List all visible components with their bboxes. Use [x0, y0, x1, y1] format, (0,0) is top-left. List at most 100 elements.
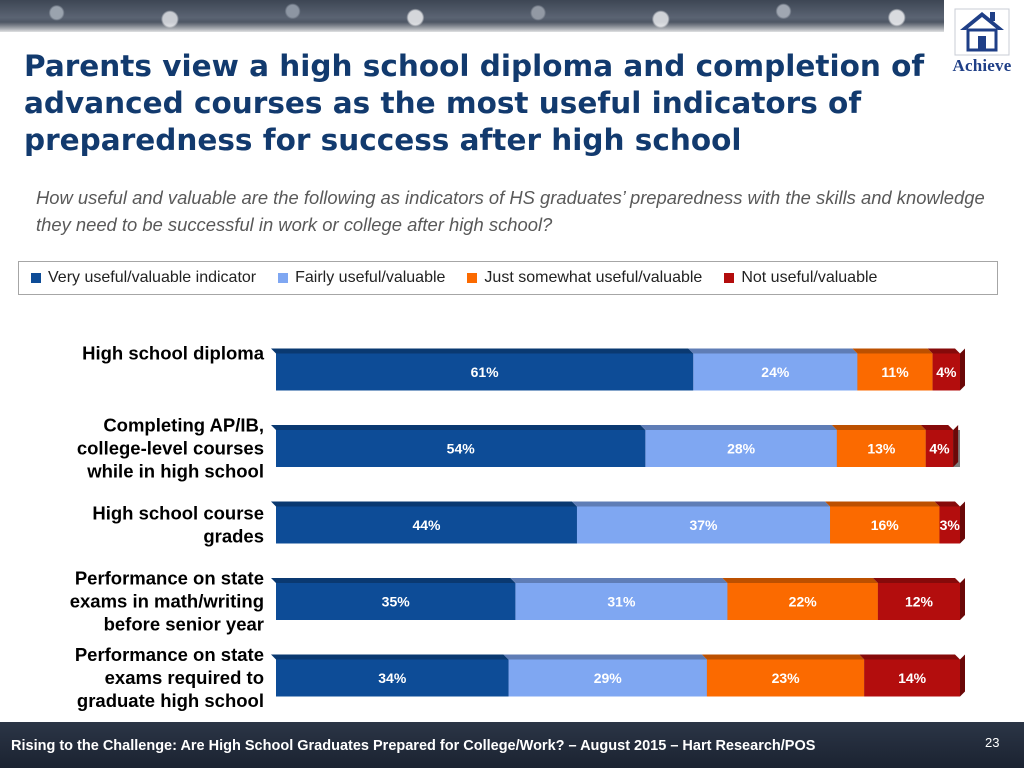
- legend-label: Fairly useful/valuable: [295, 269, 446, 286]
- legend-label: Very useful/valuable indicator: [48, 269, 257, 286]
- data-label: 14%: [898, 670, 927, 686]
- bar-segment: [508, 659, 707, 697]
- bar-segment: [576, 506, 831, 544]
- category-label-line: before senior year: [104, 614, 264, 635]
- slide-title: Parents view a high school diploma and c…: [24, 49, 925, 157]
- category-label-line: Performance on state: [75, 644, 264, 665]
- bar-side-depth: [960, 654, 965, 697]
- bar-side-depth: [960, 501, 965, 544]
- bar-segment-bevel: [271, 501, 577, 507]
- bar-segment-bevel: [852, 348, 933, 354]
- chart-legend: Very useful/valuable indicator Fairly use…: [18, 261, 998, 295]
- legend-swatch: [278, 273, 289, 283]
- legend-swatch: [724, 273, 735, 283]
- data-label: 29%: [594, 670, 623, 686]
- data-label: 4%: [929, 441, 950, 457]
- stacked-bar-chart: High school diploma 61% 24% 11% 4% Completing…: [70, 343, 965, 711]
- bar-segment-bevel: [872, 578, 960, 583]
- bar-segment-bevel: [688, 348, 858, 354]
- bar-side-depth: [960, 578, 965, 620]
- data-label: 44%: [412, 517, 441, 533]
- legend-item: Very useful/valuable indicator: [31, 269, 256, 287]
- data-label: 35%: [382, 594, 411, 610]
- data-label: 4%: [936, 364, 957, 380]
- bar-segment-bevel: [271, 578, 516, 583]
- bar-segment: [276, 506, 577, 544]
- data-label: 34%: [378, 670, 407, 686]
- survey-question: How useful and valuable are the followin…: [36, 187, 985, 235]
- bar-side-depth: [953, 425, 959, 467]
- legend-item: Not useful/valuable: [724, 269, 877, 287]
- bar-segment-bevel: [271, 654, 509, 660]
- legend-label: Not useful/valuable: [741, 269, 878, 286]
- bar-segment-bevel: [920, 425, 954, 430]
- schoolhouse-icon: [954, 8, 1010, 56]
- bar-segment: [830, 506, 940, 544]
- bar-segment-bevel: [722, 578, 878, 583]
- bar-segment: [693, 353, 858, 391]
- data-label: 37%: [689, 517, 718, 533]
- bar-segment-bevel: [701, 654, 865, 660]
- data-label: 24%: [761, 364, 790, 380]
- data-label: 22%: [789, 594, 818, 610]
- category-label-line: exams required to: [105, 667, 264, 688]
- bar-segment: [932, 353, 960, 391]
- category-label-line: college-level courses: [77, 438, 264, 459]
- data-label: 12%: [905, 594, 934, 610]
- bar-segment: [515, 583, 728, 620]
- page-number: 23: [985, 735, 1000, 750]
- bar-segment: [925, 430, 954, 467]
- data-label: 54%: [447, 441, 476, 457]
- category-label-line: grades: [203, 526, 264, 547]
- bar-segment: [727, 583, 878, 620]
- data-label: 13%: [867, 441, 896, 457]
- logo-text: Achieve: [952, 56, 1012, 75]
- legend-swatch: [31, 273, 41, 283]
- data-label: 23%: [772, 670, 801, 686]
- data-label: 61%: [471, 364, 500, 380]
- category-label-line: graduate high school: [77, 690, 264, 711]
- bar-segment: [276, 659, 509, 697]
- data-label: 3%: [940, 517, 961, 533]
- bar-segment: [645, 430, 837, 467]
- bar-segment: [706, 659, 865, 697]
- bar-segment-bevel: [831, 425, 926, 430]
- bar-segment: [877, 583, 960, 620]
- category-label-line: exams in math/writing: [70, 591, 264, 612]
- bar-segment-bevel: [503, 654, 707, 660]
- bar-segment-bevel: [271, 348, 694, 354]
- category-label-line: High school diploma: [82, 343, 265, 364]
- bar-segment-bevel: [640, 425, 837, 430]
- bar-side-depth: [960, 348, 965, 391]
- bar-segment-bevel: [571, 501, 831, 507]
- category-label: High school diploma: [82, 343, 265, 364]
- bar-segment-bevel: [271, 425, 646, 430]
- legend-label: Just somewhat useful/valuable: [484, 269, 703, 286]
- data-label: 11%: [881, 364, 909, 380]
- bar-segment: [857, 353, 933, 391]
- data-label: 31%: [607, 594, 636, 610]
- bar-segment: [276, 583, 516, 620]
- legend-item: Just somewhat useful/valuable: [467, 269, 702, 287]
- header-photo-fade: [0, 22, 944, 32]
- bar-segment-bevel: [859, 654, 960, 660]
- achieve-logo: Achieve: [944, 8, 1020, 78]
- data-label: 16%: [871, 517, 900, 533]
- category-label: Performance on state exams required to gra…: [75, 644, 264, 711]
- data-label: 28%: [727, 441, 756, 457]
- category-label: High school course grades: [92, 503, 264, 547]
- legend-item: Fairly useful/valuable: [278, 269, 445, 287]
- bar-segment: [864, 659, 960, 697]
- bar-segment-bevel: [927, 348, 960, 354]
- footer-source: Rising to the Challenge: Are High School…: [11, 738, 816, 754]
- legend-swatch: [467, 273, 478, 283]
- category-label-line: Performance on state: [75, 568, 264, 589]
- bar-segment: [836, 430, 926, 467]
- footer-bar: Rising to the Challenge: Are High School…: [0, 722, 1024, 768]
- category-label-line: while in high school: [86, 461, 264, 482]
- bar-segment-bevel: [934, 501, 960, 507]
- category-label: Performance on state exams in math/writin…: [70, 568, 264, 635]
- bar-segment: [276, 353, 694, 391]
- bar-segment: [276, 430, 646, 467]
- bar-segment: [939, 506, 960, 544]
